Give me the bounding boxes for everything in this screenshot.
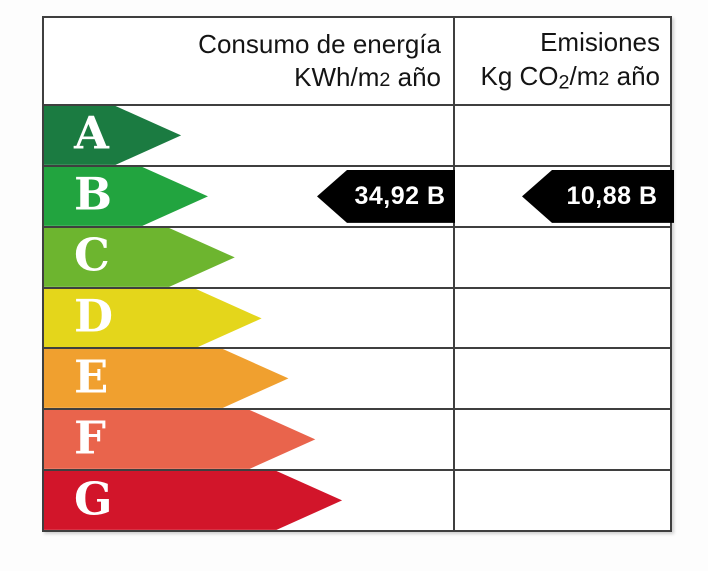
rating-letter-f: F xyxy=(74,411,106,465)
consumo-value-arrow: 34,92 B xyxy=(317,169,455,223)
rating-letter-a: A xyxy=(74,107,109,161)
rating-row-b: B 34,92 B 10,88 B xyxy=(44,166,674,228)
rating-arrow-a-shape xyxy=(44,106,182,165)
rating-row-a: A xyxy=(44,106,670,167)
rating-row-c: C xyxy=(44,227,670,289)
emisiones-units: Kg CO2/m2 año xyxy=(480,60,661,94)
rating-letter-e: E xyxy=(74,350,109,404)
header-emisiones: Emisiones Kg CO2/m2 año xyxy=(453,18,670,104)
rating-arrow-b-shape xyxy=(44,166,208,226)
header-row: Consumo de energía KWh/m2 año Emisiones … xyxy=(44,18,670,106)
column-divider xyxy=(453,18,455,530)
rating-arrow-g-shape xyxy=(44,471,343,531)
energy-efficiency-label: Consumo de energía KWh/m2 año Emisiones … xyxy=(42,16,674,532)
rating-arrow-c-shape xyxy=(44,227,235,287)
rating-row-f: F xyxy=(44,410,670,472)
emisiones-value-arrow: 10,88 B xyxy=(522,169,674,223)
rating-row-g: G xyxy=(44,471,670,531)
rating-arrow-f-shape xyxy=(44,410,316,470)
rating-arrow-e-shape xyxy=(44,349,289,409)
consumo-value: 34,92 B xyxy=(354,181,446,210)
rating-letter-d: D xyxy=(74,289,114,343)
header-consumo: Consumo de energía KWh/m2 año xyxy=(44,18,453,104)
emisiones-title: Emisiones xyxy=(540,27,660,58)
rating-arrow-d-shape xyxy=(44,288,262,348)
rating-row-d: D xyxy=(44,288,670,350)
consumo-units: KWh/m2 año xyxy=(294,62,441,92)
rating-letter-g: G xyxy=(74,472,113,526)
consumo-title: Consumo de energía xyxy=(198,28,441,59)
rating-letter-c: C xyxy=(74,228,110,282)
consumo-arrow-shape xyxy=(317,169,455,223)
rating-row-e: E xyxy=(44,349,670,411)
rating-letter-b: B xyxy=(74,167,113,221)
emisiones-value: 10,88 B xyxy=(566,181,658,210)
emisiones-arrow-shape xyxy=(522,169,674,223)
